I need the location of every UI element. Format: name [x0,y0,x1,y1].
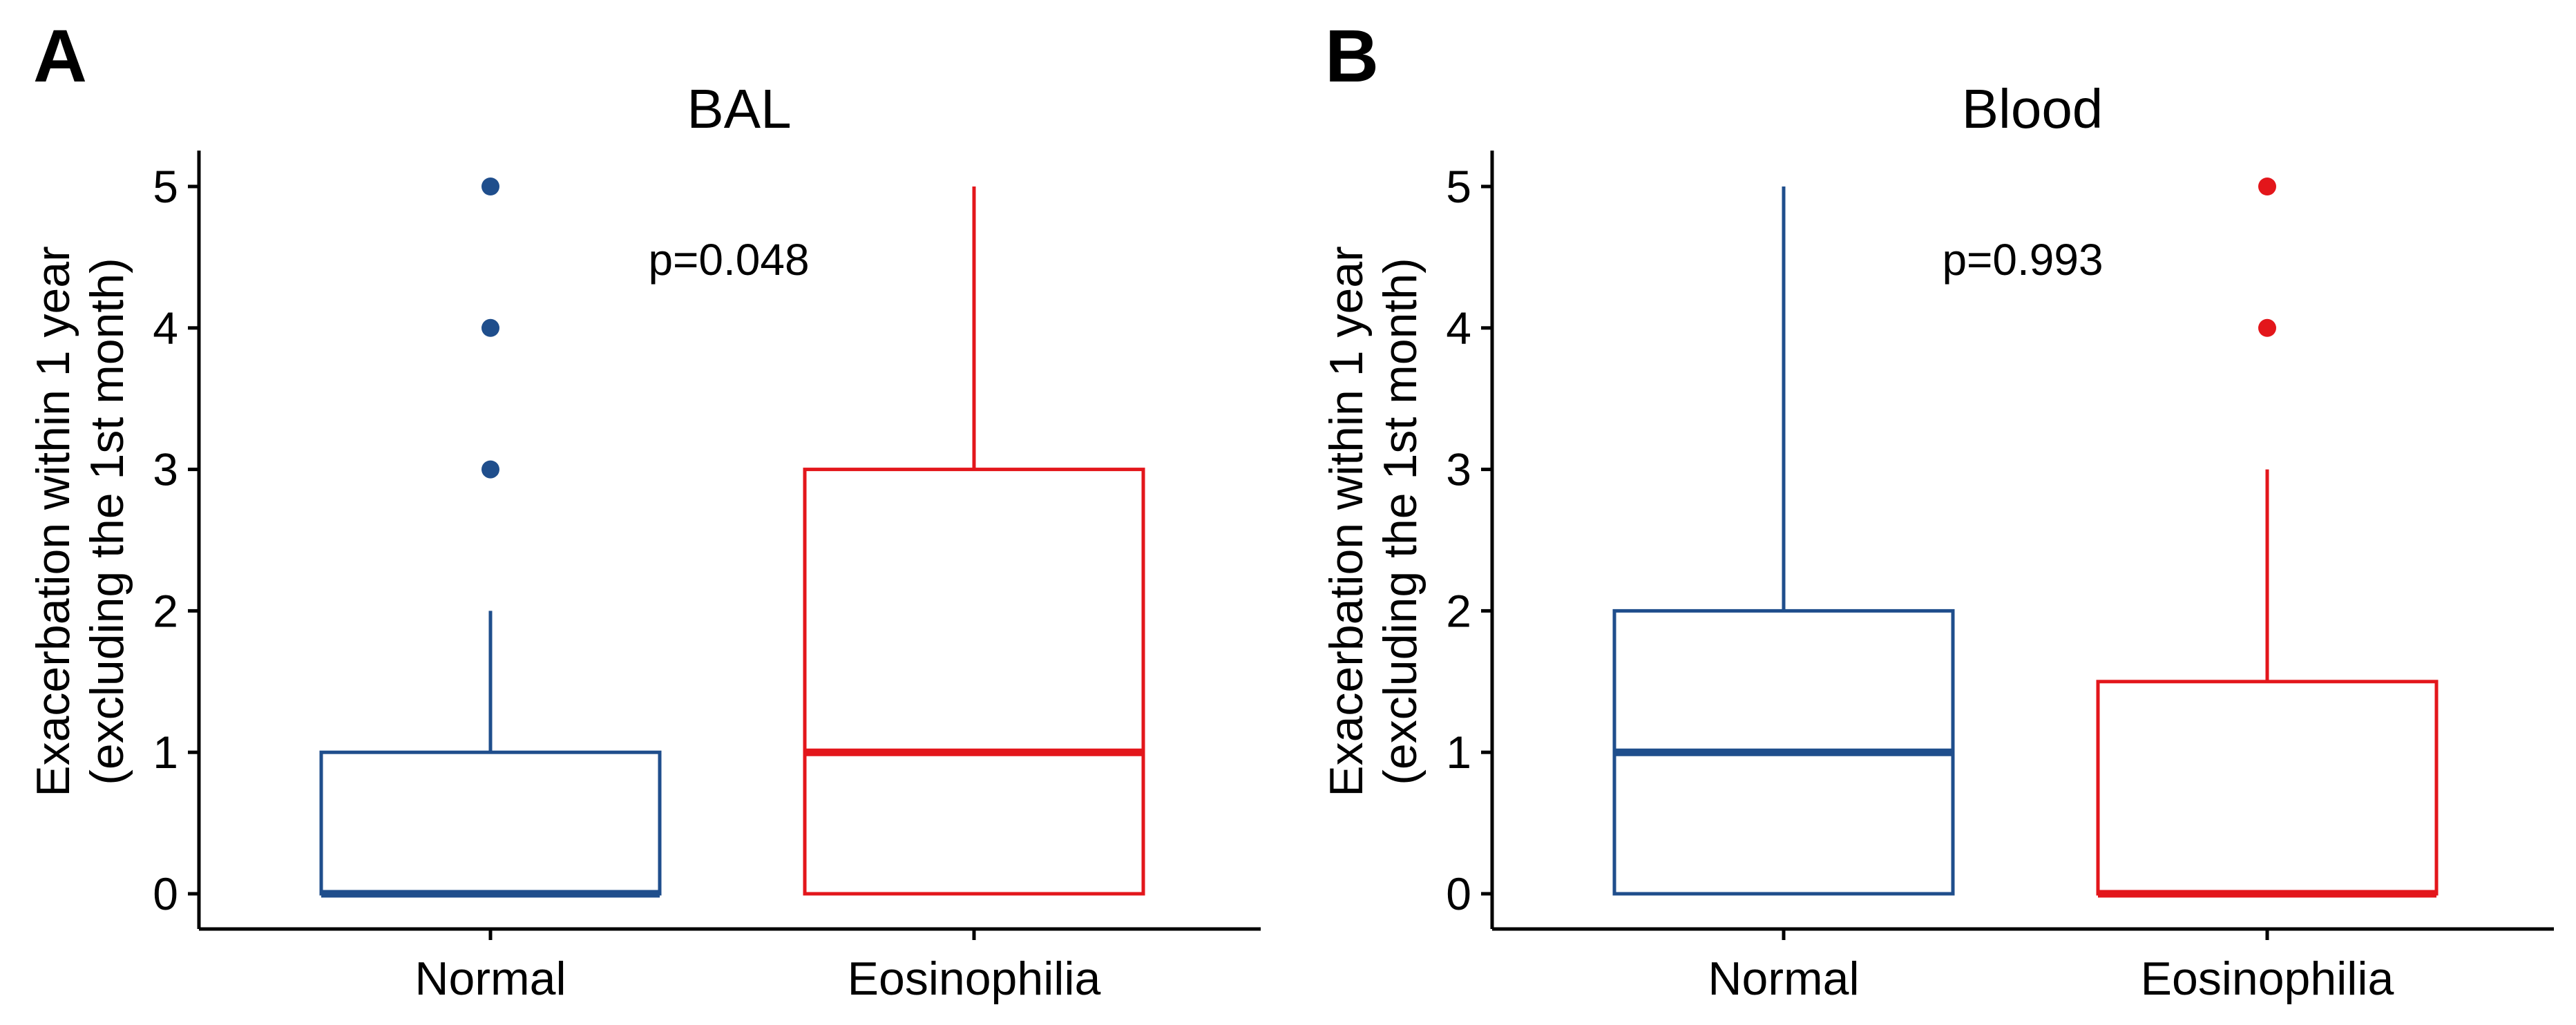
panel-letter: A [33,14,87,97]
box-eosinophilia [2096,178,2439,898]
y-tick-label: 4 [153,303,178,354]
p-value-annotation: p=0.993 [1942,235,2103,285]
chart-title: Blood [1962,78,2103,140]
outlier-point [2258,178,2276,195]
x-category-label: Eosinophilia [848,952,1101,1005]
outlier-point [481,318,499,337]
box-normal [319,178,662,898]
y-axis-label: Exacerbation within 1 year [1320,246,1373,797]
outlier-point [2258,318,2276,337]
x-category-label: Normal [414,952,566,1005]
iqr-box [319,750,662,896]
y-tick-label: 5 [1446,161,1471,212]
panel-letter: B [1325,14,1379,97]
y-tick-label: 2 [1446,585,1471,636]
y-tick-label: 3 [153,444,178,495]
y-tick-label: 0 [1446,868,1471,919]
y-tick-label: 4 [1446,303,1471,354]
panel-b: B Blood Exacerbation within 1 year (excludi… [1320,14,2554,1005]
y-axis-label: Exacerbation within 1 year [27,246,79,797]
panel-a: A BAL Exacerbation within 1 year (excluding… [27,14,1261,1005]
x-category-label: Eosinophilia [2141,952,2394,1005]
y-axis-label-sub: (excluding the 1st month) [1374,258,1427,785]
y-tick-label: 0 [153,868,178,919]
outlier-point [481,178,499,195]
chart-title: BAL [687,78,791,140]
y-tick-label: 2 [153,585,178,636]
box-eosinophilia [803,186,1145,896]
iqr-box [2096,680,2439,896]
iqr-box [803,468,1145,896]
x-category-label: Normal [1708,952,1859,1005]
outlier-point [481,460,499,479]
y-tick-label: 5 [153,161,178,212]
y-tick-label: 1 [1446,727,1471,778]
y-tick-label: 3 [1446,444,1471,495]
y-tick-label: 1 [153,727,178,778]
box-normal [1612,186,1955,896]
y-axis-label-sub: (excluding the 1st month) [81,258,133,785]
p-value-annotation: p=0.048 [648,235,809,285]
